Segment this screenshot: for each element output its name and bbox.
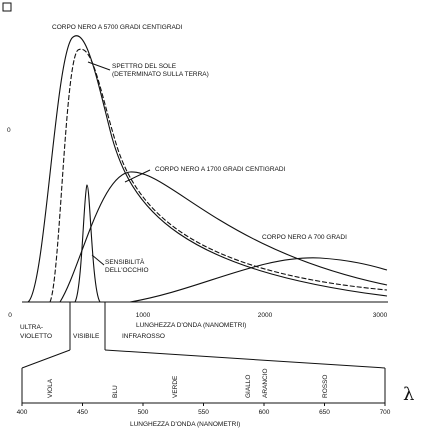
label: 0 xyxy=(7,127,11,134)
region-label: VISIBILE xyxy=(73,333,100,340)
x-tick-label: 550 xyxy=(198,409,209,416)
region-label: VIOLETTO xyxy=(20,333,52,340)
label: SPETTRO DEL SOLE xyxy=(112,63,177,70)
projection xyxy=(104,349,386,369)
x-tick-label: 2000 xyxy=(258,312,273,319)
x-tick-label: 3000 xyxy=(373,312,388,319)
axis-title: LUNGHEZZA D'ONDA (NANOMETRI) xyxy=(136,322,246,329)
x-tick-label: 500 xyxy=(138,409,149,416)
curve-700 xyxy=(129,257,388,303)
color-label: ARANCIO xyxy=(262,368,269,398)
label: (DETERMINATO SULLA TERRA) xyxy=(112,71,209,78)
label: CORPO NERO A 1700 GRADI CENTIGRADI xyxy=(155,166,286,173)
x-tick-label: 450 xyxy=(77,409,88,416)
x-tick-label: 0 xyxy=(8,312,12,319)
color-label: VIOLA xyxy=(47,378,54,398)
pointer xyxy=(91,254,105,266)
curve-5700 xyxy=(27,35,388,303)
x-tick-label: 650 xyxy=(319,409,330,416)
x-tick-label: 600 xyxy=(259,409,270,416)
label: DELL'OCCHIO xyxy=(105,267,149,274)
lambda: λ xyxy=(403,384,414,405)
pointer xyxy=(124,169,151,183)
label: SENSIBILITÀ xyxy=(105,257,145,266)
label: CORPO NERO A 5700 GRADI CENTIGRADI xyxy=(52,24,183,31)
x-tick-label: 1000 xyxy=(136,312,151,319)
label: CORPO NERO A 700 GRADI xyxy=(262,234,347,241)
checkbox xyxy=(2,2,12,12)
region-label: ULTRA- xyxy=(20,324,43,331)
color-label: ROSSO xyxy=(322,375,329,398)
axis-title: LUNGHEZZA D'ONDA (NANOMETRI) xyxy=(130,421,240,428)
region-label: INFRAROSSO xyxy=(122,333,165,340)
x-tick-label: 700 xyxy=(380,409,391,416)
x-tick-label: 400 xyxy=(17,409,28,416)
color-label: GIALLO xyxy=(245,375,252,398)
curve-sun xyxy=(49,48,388,303)
projection xyxy=(21,349,71,369)
pointer xyxy=(87,61,111,71)
color-label: VERDE xyxy=(172,375,179,398)
curve-eye xyxy=(74,184,101,303)
color-label: BLU xyxy=(112,385,119,398)
curve-1700 xyxy=(59,171,388,303)
